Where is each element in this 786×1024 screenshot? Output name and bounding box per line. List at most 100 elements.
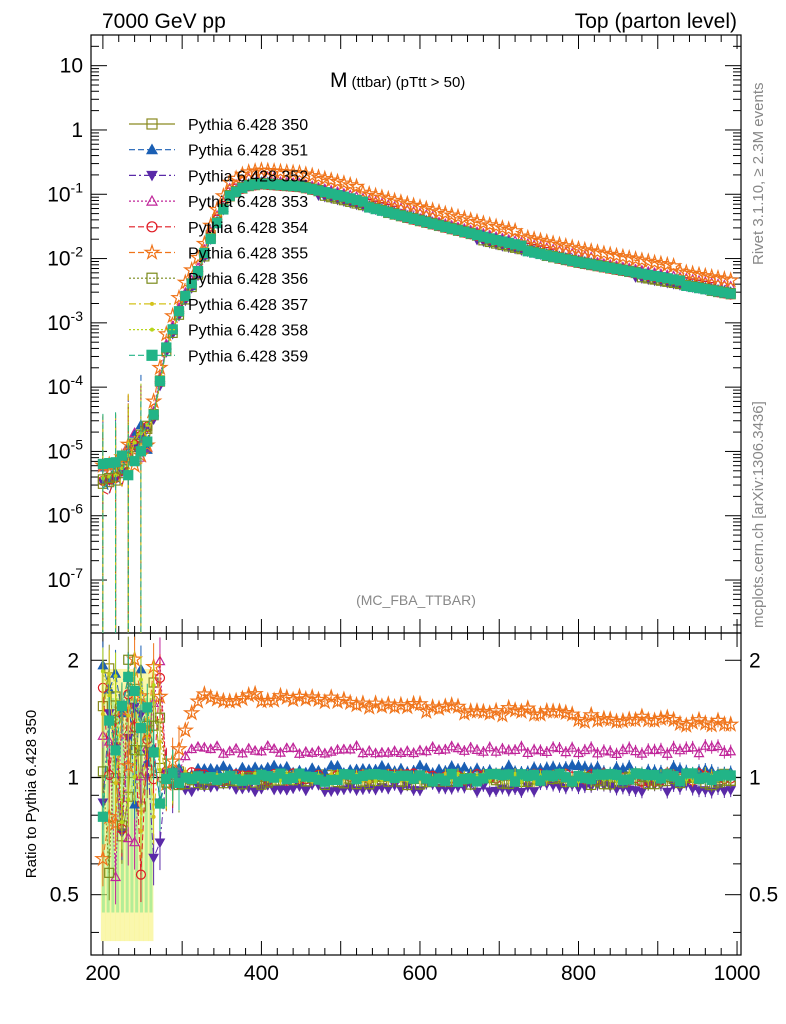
ratio-line: [102, 659, 731, 859]
data-point: [687, 741, 699, 752]
data-point: [126, 797, 131, 802]
data-point: [281, 742, 293, 753]
data-point: [607, 712, 626, 730]
data-point: [278, 778, 283, 783]
data-point: [312, 745, 325, 756]
data-point: [249, 744, 261, 755]
data-point: [145, 143, 159, 155]
data-point: [119, 756, 138, 774]
legend: Pythia 6.428 350 Pythia 6.428 351 Pythia 6…: [129, 117, 308, 365]
y-tick-label: 10-6: [47, 501, 83, 528]
data-point: [642, 743, 654, 754]
data-point: [446, 768, 457, 780]
data-point: [370, 747, 382, 758]
data-point: [151, 683, 156, 688]
x-tick-label: 200: [85, 962, 120, 985]
data-point: [503, 744, 515, 755]
data-point: [702, 716, 721, 733]
ratio-y-tick-label-right: 1: [749, 766, 761, 789]
data-point: [516, 787, 527, 798]
data-point: [113, 674, 118, 679]
legend-entry-4: Pythia 6.428 353: [129, 194, 308, 211]
series-4: [97, 170, 737, 633]
data-point: [512, 702, 531, 720]
data-point: [233, 689, 252, 707]
main-series-group: [94, 161, 740, 633]
data-point: [547, 741, 559, 752]
data-point: [332, 743, 344, 754]
legend-entry-5: Pythia 6.428 354: [129, 220, 308, 237]
legend-entry-1: Pythia 6.428 350: [129, 117, 308, 134]
data-point: [614, 711, 632, 729]
data-point: [541, 746, 553, 757]
y-tick-label: 10-2: [47, 244, 83, 271]
data-point: [443, 772, 448, 777]
data-point: [319, 747, 331, 758]
data-point: [281, 786, 293, 796]
data-point: [376, 760, 388, 770]
data-point: [116, 450, 128, 461]
data-point: [645, 711, 664, 728]
data-point: [268, 785, 280, 796]
data-point: [138, 677, 143, 682]
data-point: [154, 375, 166, 387]
data-point: [598, 744, 610, 755]
data-point: [173, 306, 185, 317]
series-10: [97, 178, 736, 633]
data-point: [572, 760, 585, 771]
data-point: [534, 744, 546, 755]
ratio-error-band: [105, 668, 111, 942]
data-point: [100, 669, 105, 674]
data-point: [110, 745, 121, 756]
data-point: [683, 713, 702, 730]
ratio-y-tick-label-right: 0.5: [749, 884, 778, 907]
data-point: [712, 740, 724, 751]
data-point: [300, 786, 312, 797]
data-point: [529, 769, 540, 781]
y-tick-label: 10-3: [47, 308, 83, 335]
data-point: [414, 744, 426, 755]
data-point: [706, 741, 718, 752]
data-point: [146, 272, 158, 284]
data-point: [693, 747, 705, 758]
data-point: [189, 692, 207, 709]
data-point: [151, 358, 169, 376]
data-point: [144, 392, 163, 409]
data-point: [161, 773, 172, 785]
data-point: [414, 759, 426, 770]
data-point: [446, 740, 458, 751]
data-point: [325, 745, 337, 756]
ratio-series-9: [100, 647, 733, 850]
ratio-error-band: [106, 698, 110, 913]
header-right: Top (parton level): [575, 10, 737, 33]
data-point: [456, 771, 461, 776]
data-point: [553, 742, 565, 753]
data-point: [195, 684, 214, 702]
data-point: [129, 685, 140, 696]
data-point: [699, 739, 711, 750]
data-point: [132, 440, 137, 445]
data-point: [142, 436, 153, 447]
ratio-y-tick-label: 1: [67, 766, 79, 789]
rivet-label: Rivet 3.1.10, ≥ 2.3M events: [750, 83, 767, 266]
data-point: [496, 742, 508, 753]
data-point: [182, 703, 201, 721]
data-point: [490, 786, 502, 797]
data-point: [623, 741, 635, 752]
data-point: [262, 740, 274, 750]
data-point: [249, 787, 261, 798]
data-point: [417, 702, 436, 719]
main-axes: 10-7 10-6 10-5 10-4 10-3 10-2 10-1 1 10: [47, 34, 741, 633]
data-point: [123, 671, 134, 682]
data-point: [652, 709, 670, 727]
data-point: [145, 194, 159, 206]
data-point: [110, 457, 121, 468]
data-point: [509, 776, 521, 787]
data-point: [721, 715, 740, 732]
data-point: [588, 711, 607, 728]
data-point: [132, 774, 137, 779]
ratio-error-band: [116, 698, 120, 913]
data-point: [674, 776, 686, 787]
data-point: [373, 778, 378, 783]
